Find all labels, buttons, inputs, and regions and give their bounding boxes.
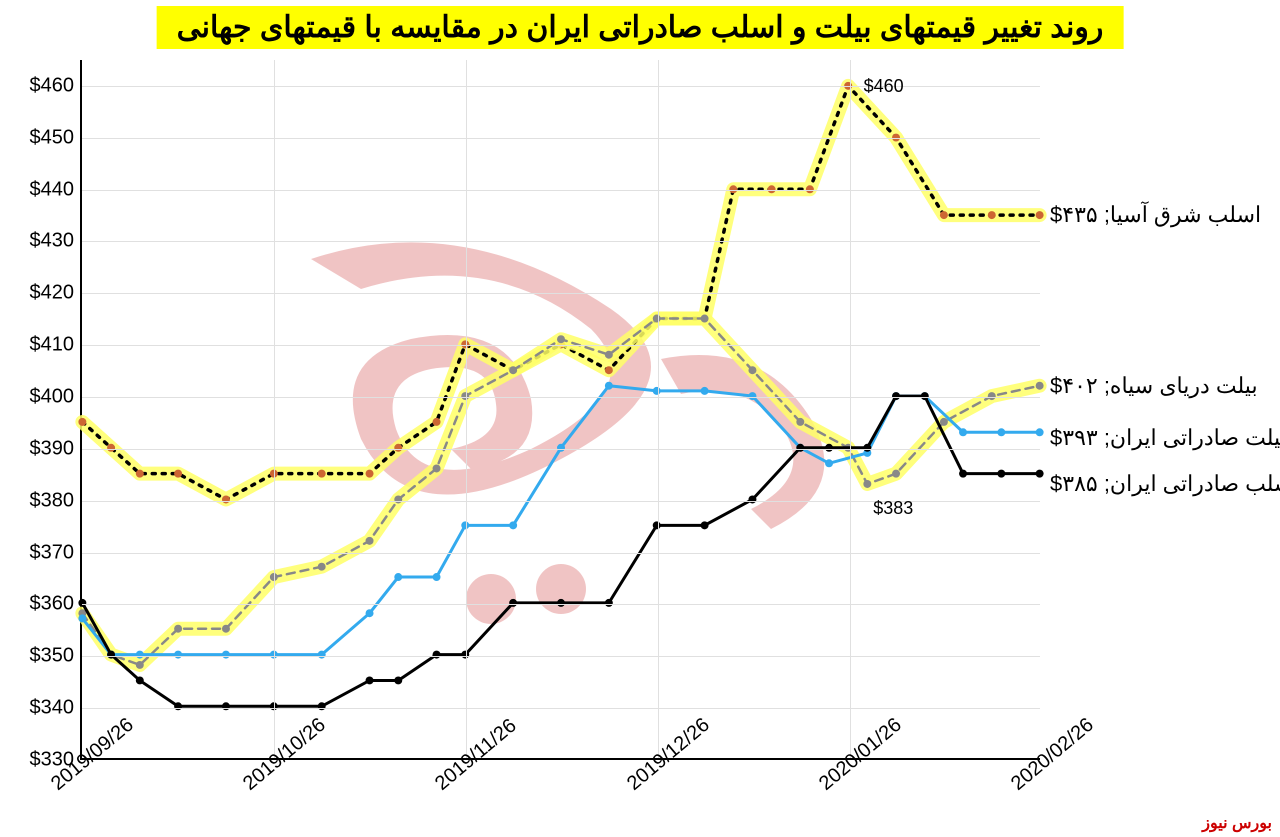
y-axis-label: $340: [30, 697, 75, 720]
grid-line: [82, 604, 1040, 605]
y-axis-label: $370: [30, 541, 75, 564]
y-axis-label: $450: [30, 126, 75, 149]
grid-line: [82, 138, 1040, 139]
series-label: بیلت صادراتی ایران; ۳۹۳$: [1050, 425, 1280, 451]
grid-line: [658, 60, 659, 758]
grid-line: [850, 60, 851, 758]
y-axis-label: $420: [30, 282, 75, 305]
chart-svg: [82, 60, 1040, 758]
grid-line: [82, 190, 1040, 191]
grid-line: [82, 553, 1040, 554]
y-axis-label: $390: [30, 437, 75, 460]
grid-line: [82, 345, 1040, 346]
data-point-label: $460: [864, 76, 904, 97]
y-axis-label: $460: [30, 74, 75, 97]
series-label: بیلت دریای سیاه; ۴۰۲$: [1050, 373, 1258, 399]
chart-plot-area: $330$340$350$360$370$380$390$400$410$420…: [80, 60, 1040, 760]
y-axis-label: $380: [30, 489, 75, 512]
grid-line: [82, 449, 1040, 450]
y-axis-label: $360: [30, 593, 75, 616]
series-label: اسلب صادراتی ایران; ۳۸۵$: [1050, 471, 1280, 497]
y-axis-label: $400: [30, 386, 75, 409]
y-axis-label: $430: [30, 230, 75, 253]
grid-line: [466, 60, 467, 758]
grid-line: [82, 656, 1040, 657]
y-axis-label: $410: [30, 334, 75, 357]
grid-line: [82, 293, 1040, 294]
grid-line: [82, 397, 1040, 398]
chart-title: روند تغییر قیمتهای بیلت و اسلب صادراتی ا…: [157, 6, 1124, 49]
grid-line: [82, 708, 1040, 709]
footer-credit: بورس نیوز: [1202, 813, 1272, 833]
series-label: اسلب شرق آسیا; ۴۳۵$: [1050, 202, 1261, 228]
grid-line: [274, 60, 275, 758]
y-axis-label: $350: [30, 645, 75, 668]
data-point-label: $383: [873, 498, 913, 519]
y-axis-label: $440: [30, 178, 75, 201]
grid-line: [82, 241, 1040, 242]
